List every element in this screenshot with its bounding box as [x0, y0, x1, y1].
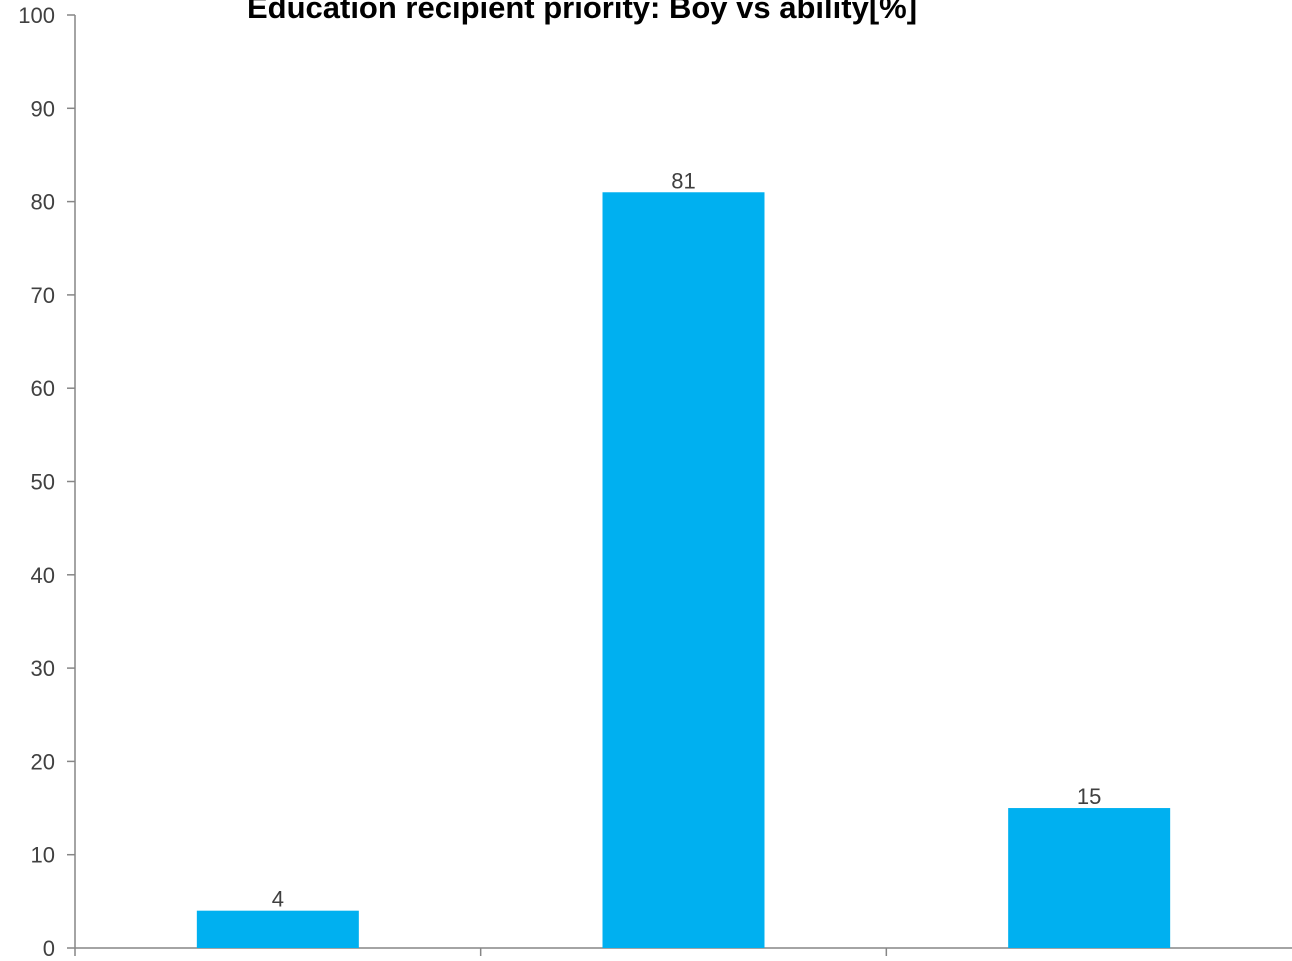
bar — [1008, 808, 1171, 948]
chart-title: Education recipient priority: Boy vs abi… — [247, 0, 917, 25]
data-labels: 4 81 15 — [272, 168, 1102, 911]
y-tick-label: 70 — [31, 283, 55, 308]
y-tick-label: 90 — [31, 96, 55, 121]
y-tick-label: 0 — [43, 936, 55, 961]
bar-value-label: 4 — [272, 887, 284, 912]
bar-value-label: 81 — [671, 168, 695, 193]
y-tick-label: 80 — [31, 190, 55, 215]
bars — [196, 192, 1171, 948]
bar-value-label: 15 — [1077, 784, 1101, 809]
bar — [196, 910, 359, 948]
x-axis — [74, 947, 1292, 956]
y-axis: 0 10 20 30 40 50 60 70 80 90 100 — [18, 3, 76, 961]
y-tick-label: 20 — [31, 749, 55, 774]
y-tick-label: 50 — [31, 470, 55, 495]
bar — [602, 192, 765, 948]
y-tick-label: 30 — [31, 656, 55, 681]
y-tick-label: 100 — [18, 3, 55, 28]
y-tick-label: 60 — [31, 376, 55, 401]
y-tick-label: 10 — [31, 843, 55, 868]
y-tick-label: 40 — [31, 563, 55, 588]
